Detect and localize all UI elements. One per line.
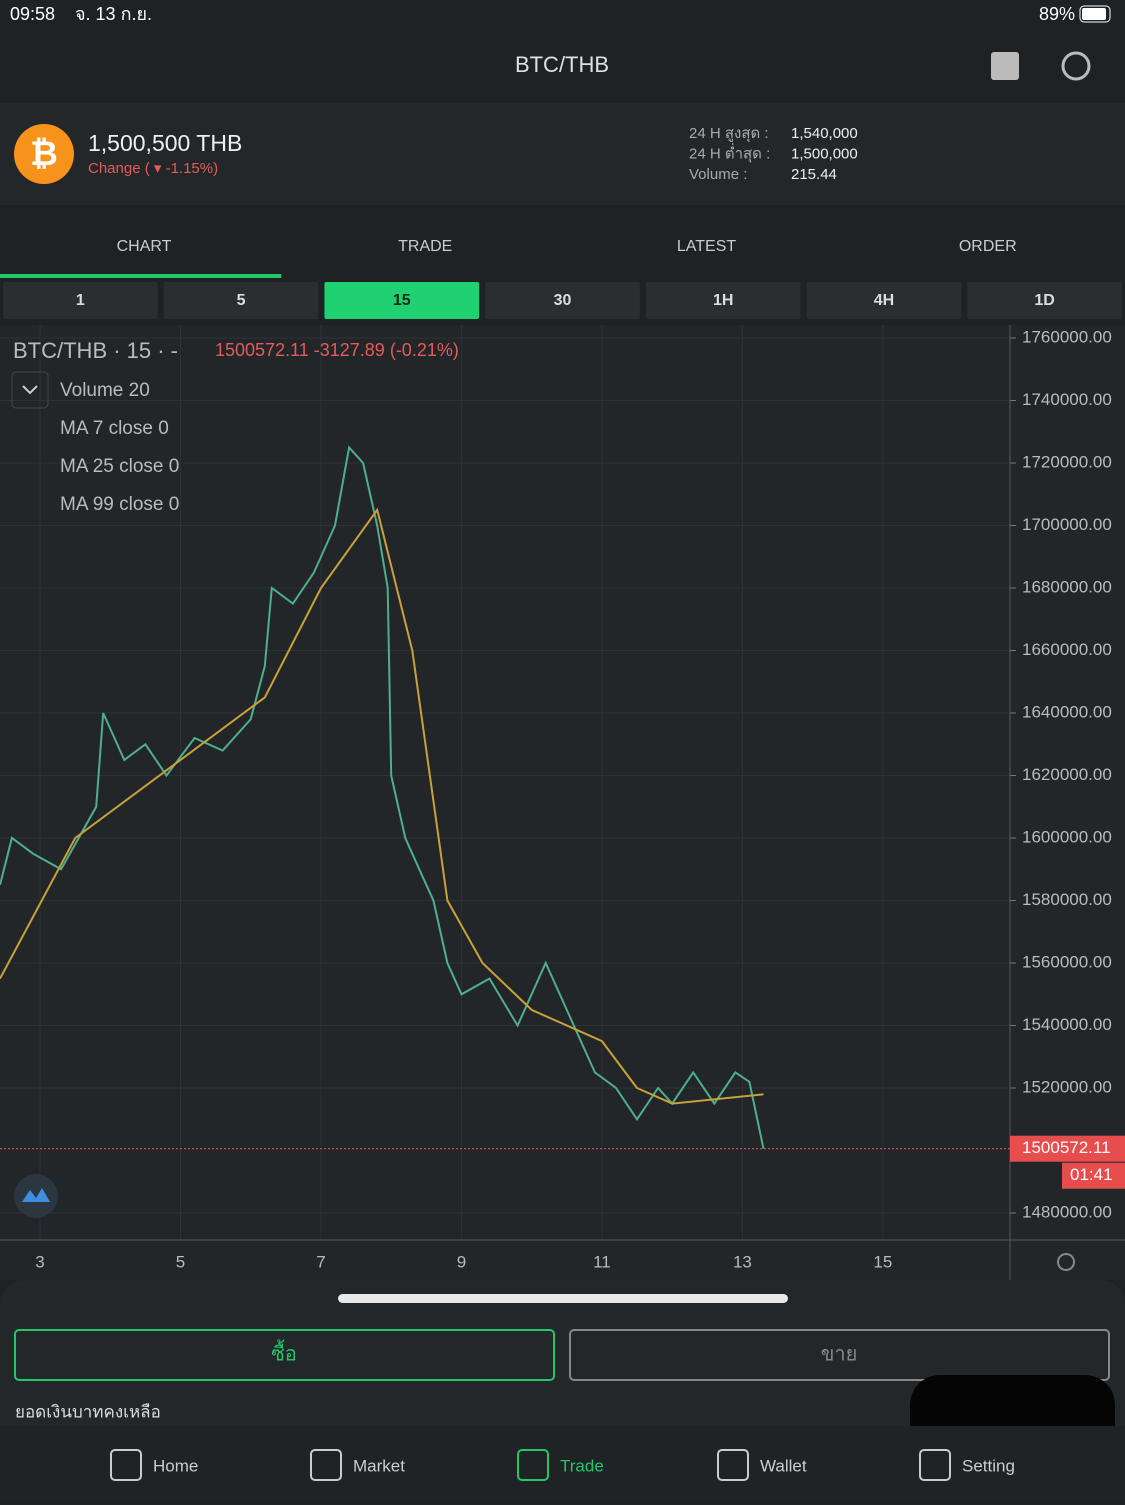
- tab[interactable]: TRADE: [398, 238, 452, 255]
- sheet-handle[interactable]: [338, 1294, 788, 1303]
- y-tick-label: 1620000.00: [1022, 765, 1112, 784]
- ticker-panel: [0, 103, 1125, 205]
- nav-label[interactable]: Home: [153, 1456, 198, 1475]
- stat-label: Volume :: [689, 166, 747, 183]
- chart-symbol: BTC/THB · 15 · -: [13, 338, 178, 363]
- buy-button[interactable]: [14, 1329, 555, 1381]
- header-title: BTC/THB: [515, 52, 609, 77]
- stat-value: 1,500,000: [791, 145, 858, 162]
- y-tick-label: 1640000.00: [1022, 702, 1112, 721]
- x-tick-label: 9: [457, 1252, 466, 1271]
- indicator-label: MA 25 close 0: [60, 456, 179, 477]
- interval-label: 1H: [713, 292, 733, 309]
- ticker-change: Change ( ▾ -1.15%): [88, 160, 218, 177]
- stat-value: 1,540,000: [791, 125, 858, 142]
- nav-icon[interactable]: [310, 1449, 342, 1481]
- indicator-label: Volume 20: [60, 380, 150, 401]
- buy-label: ซื้อ: [271, 1339, 297, 1365]
- y-tick-label: 1720000.00: [1022, 452, 1112, 471]
- chart-icon[interactable]: [991, 52, 1019, 80]
- btc-logo: [14, 124, 74, 184]
- stat-label: 24 H ต่ำสุด :: [689, 142, 770, 163]
- y-tick-label: 1520000.00: [1022, 1077, 1112, 1096]
- settings-gear[interactable]: [1057, 1253, 1075, 1271]
- tab[interactable]: ORDER: [959, 238, 1017, 255]
- interval-label: 15: [393, 292, 411, 309]
- stat-value: 215.44: [791, 166, 837, 183]
- tab[interactable]: LATEST: [677, 238, 737, 255]
- chart-quote: 1500572.11 -3127.89 (-0.21%): [215, 340, 459, 360]
- nav-label[interactable]: Trade: [560, 1456, 604, 1475]
- nav-bar: [0, 1426, 1125, 1500]
- nav-label[interactable]: Wallet: [760, 1456, 807, 1475]
- interval-label: 1D: [1034, 292, 1054, 309]
- interval-label: 5: [237, 292, 246, 309]
- price-line: [0, 445, 765, 1149]
- price-line: [0, 507, 764, 1105]
- interval-button[interactable]: [3, 282, 158, 319]
- nav-icon[interactable]: [919, 1449, 951, 1481]
- status-battery: 89%: [1039, 4, 1075, 24]
- y-tick-label: 1480000.00: [1022, 1202, 1112, 1221]
- y-tick-label: 1660000.00: [1022, 640, 1112, 659]
- balance-label: ยอดเงินบาทคงเหลือ: [15, 1402, 161, 1421]
- last-price-label: 1500572.11: [1022, 1138, 1111, 1157]
- interval-button[interactable]: [967, 282, 1122, 319]
- y-tick-label: 1580000.00: [1022, 890, 1112, 909]
- x-tick-label: 3: [35, 1252, 44, 1271]
- nav-icon[interactable]: [110, 1449, 142, 1481]
- refresh-icon[interactable]: [1061, 51, 1091, 81]
- countdown-box: [1062, 1162, 1125, 1189]
- stat-label: 24 H สูงสุด :: [689, 125, 769, 143]
- tab[interactable]: CHART: [117, 238, 172, 255]
- status-time: 09:58: [10, 4, 55, 24]
- y-tick-label: 1760000.00: [1022, 327, 1112, 346]
- y-tick-label: 1560000.00: [1022, 952, 1112, 971]
- countdown-label: 01:41: [1070, 1165, 1113, 1184]
- chart-area: [0, 325, 1125, 1280]
- x-tick-label: 13: [733, 1252, 752, 1271]
- y-tick-label: 1540000.00: [1022, 1015, 1112, 1034]
- indicator-label: MA 7 close 0: [60, 418, 169, 439]
- tv-logo[interactable]: [14, 1174, 58, 1218]
- ticker-price: 1,500,500 THB: [88, 130, 242, 156]
- tab-indicator: [0, 274, 282, 278]
- nav-icon[interactable]: [717, 1449, 749, 1481]
- battery-icon: [1079, 5, 1111, 23]
- interval-label: 1: [76, 292, 85, 309]
- battery-level: [1082, 8, 1106, 20]
- interval-label: 4H: [874, 292, 894, 309]
- nav-label[interactable]: Setting: [962, 1456, 1015, 1475]
- interval-label: 30: [554, 292, 572, 309]
- y-tick-label: 1600000.00: [1022, 827, 1112, 846]
- interval-button[interactable]: [163, 282, 319, 319]
- last-price-box: [1010, 1135, 1125, 1162]
- interval-button[interactable]: [806, 282, 962, 319]
- nav-icon[interactable]: [517, 1449, 549, 1481]
- interval-button[interactable]: [324, 282, 480, 319]
- x-tick-label: 11: [593, 1252, 611, 1271]
- interval-button[interactable]: [485, 282, 640, 319]
- x-tick-label: 7: [316, 1252, 325, 1271]
- collapse-button[interactable]: [11, 371, 49, 409]
- nav-label[interactable]: Market: [353, 1456, 405, 1475]
- sell-button[interactable]: [569, 1329, 1110, 1381]
- interval-button[interactable]: [645, 282, 801, 319]
- btc-symbol: ₿: [30, 135, 58, 173]
- y-tick-label: 1700000.00: [1022, 515, 1112, 534]
- x-tick-label: 15: [873, 1252, 892, 1271]
- indicator-label: MA 99 close 0: [60, 494, 179, 515]
- tv-logo-mark: [22, 1188, 50, 1202]
- y-tick-label: 1740000.00: [1022, 390, 1112, 409]
- y-tick-label: 1680000.00: [1022, 577, 1112, 596]
- status-date: จ. 13 ก.ย.: [75, 4, 152, 24]
- x-tick-label: 5: [176, 1252, 185, 1271]
- chevron: [22, 385, 38, 395]
- sell-label: ขาย: [821, 1343, 858, 1365]
